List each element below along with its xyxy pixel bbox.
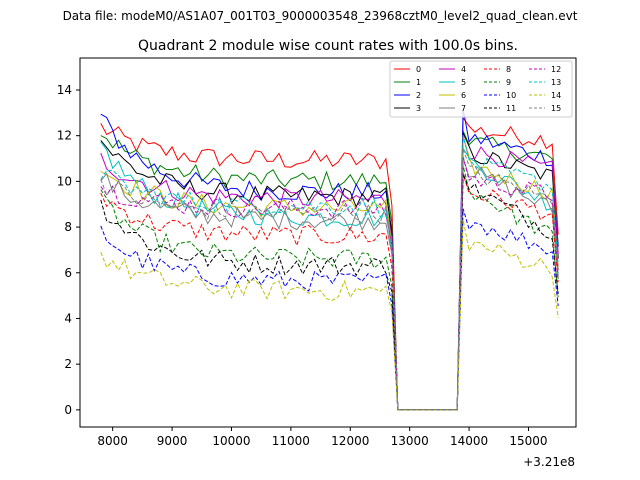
x-axis-offset-label: +3.21e8 — [523, 455, 575, 469]
legend-label-15: 15 — [551, 104, 561, 113]
axes-layer: 8000 9000 10000 11000 12000 13000 14000 15000 0 2… — [57, 83, 548, 448]
series-line-0 — [100, 116, 559, 411]
legend-label-7: 7 — [461, 104, 466, 113]
x-tick-label: 13000 — [391, 434, 429, 448]
x-tick-label: 14000 — [450, 434, 488, 448]
legend-label-10: 10 — [506, 91, 516, 100]
legend-label-5: 5 — [461, 78, 466, 87]
legend-box — [389, 60, 573, 118]
y-tick-label: 0 — [64, 403, 72, 417]
series-line-14 — [100, 219, 559, 411]
series-line-8 — [100, 173, 559, 411]
legend-label-2: 2 — [416, 91, 421, 100]
y-tick-label: 2 — [64, 357, 72, 371]
legend-label-9: 9 — [506, 78, 511, 87]
series-line-15 — [100, 149, 559, 411]
series-line-5 — [100, 141, 559, 411]
series-line-9 — [100, 165, 559, 411]
x-tick-label: 9000 — [157, 434, 188, 448]
legend-label-3: 3 — [416, 104, 421, 113]
legend-label-1: 1 — [416, 78, 421, 87]
plot-frame — [79, 57, 577, 428]
data-file-subtitle: Data file: modeM0/AS1A07_001T03_90000035… — [63, 9, 578, 23]
y-tick-label: 4 — [64, 311, 72, 325]
y-tick-label: 14 — [57, 83, 72, 97]
legend-label-13: 13 — [551, 78, 561, 87]
legend-label-4: 4 — [461, 65, 466, 74]
x-tick-label: 8000 — [97, 434, 128, 448]
series-line-6 — [100, 136, 559, 411]
x-tick-label: 12000 — [331, 434, 369, 448]
y-tick-label: 8 — [64, 220, 72, 234]
y-tick-label: 12 — [57, 129, 72, 143]
series-line-3 — [100, 132, 559, 411]
legend-label-11: 11 — [506, 104, 516, 113]
legend-label-0: 0 — [416, 65, 421, 74]
y-tick-label: 10 — [57, 174, 72, 188]
series-line-4 — [100, 135, 559, 411]
x-tick-label: 15000 — [509, 434, 547, 448]
x-tick-label: 11000 — [272, 434, 310, 448]
series-line-13 — [100, 135, 559, 411]
series-line-12 — [100, 156, 559, 411]
x-tick-label: 10000 — [212, 434, 250, 448]
legend-label-8: 8 — [506, 65, 511, 74]
series-line-10 — [100, 208, 559, 411]
series-line-1 — [100, 130, 559, 411]
series-line-11 — [100, 173, 559, 411]
series-layer — [100, 108, 559, 411]
legend-label-14: 14 — [551, 91, 561, 100]
legend-label-6: 6 — [461, 91, 466, 100]
legend-label-12: 12 — [551, 65, 561, 74]
chart-title: Quadrant 2 module wise count rates with … — [138, 38, 518, 54]
y-tick-label: 6 — [64, 266, 72, 280]
